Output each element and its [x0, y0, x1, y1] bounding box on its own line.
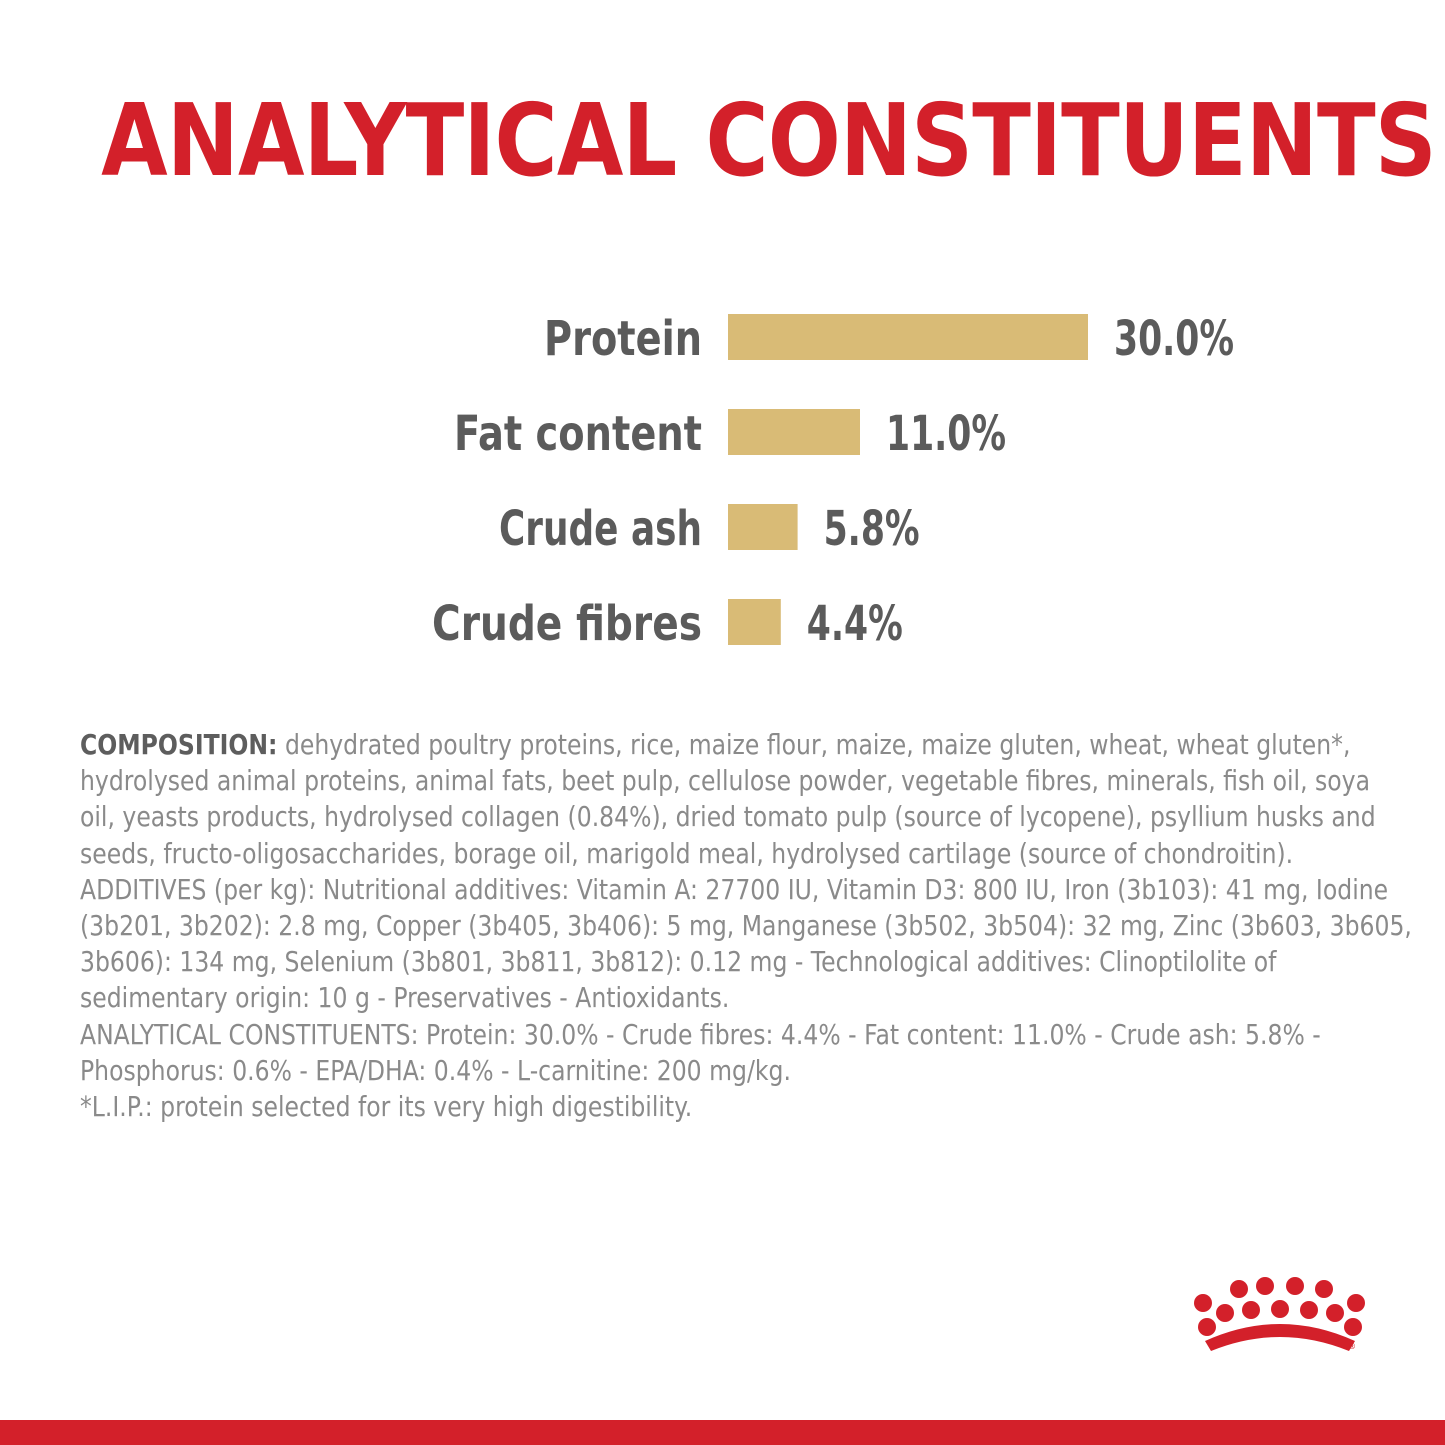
bar	[728, 409, 860, 455]
analytical-line-2: Phosphorus: 0.6% - EPA/DHA: 0.4% - L-car…	[80, 1053, 791, 1087]
additives-line-2: (3b201, 3b202): 2.8 mg, Copper (3b405, 3…	[80, 909, 1412, 943]
bar	[728, 314, 1088, 360]
crown-logo-icon: ®	[1194, 1277, 1365, 1351]
footnote-line: *L.I.P.: protein selected for its very h…	[80, 1090, 693, 1124]
category-label: Crude fibres	[432, 596, 702, 652]
composition-line-2: hydrolysed animal proteins, animal fats,…	[80, 764, 1371, 798]
additives-line-3: 3b606): 134 mg, Selenium (3b801, 3b811, …	[80, 945, 1277, 979]
category-label: Protein	[544, 311, 702, 367]
analytical-line-1: ANALYTICAL CONSTITUENTS: Protein: 30.0% …	[80, 1017, 1321, 1051]
composition-text: COMPOSITION: dehydrated poultry proteins…	[80, 727, 1412, 1125]
category-label: Crude ash	[499, 501, 702, 557]
value-label: 4.4%	[807, 596, 903, 652]
composition-line-3: oil, yeasts products, hydrolysed collage…	[80, 800, 1376, 834]
value-label: 11.0%	[886, 406, 1006, 462]
additives-line-1: ADDITIVES (per kg): Nutritional additive…	[80, 872, 1389, 906]
svg-text:®: ®	[1348, 1342, 1356, 1351]
composition-line-4: seeds, fructo-oligosaccharides, borage o…	[80, 836, 1294, 870]
bottom-brand-bar	[0, 1420, 1445, 1445]
additives-line-4: sedimentary origin: 10 g - Preservatives…	[80, 981, 730, 1015]
value-label: 30.0%	[1114, 311, 1234, 367]
composition-line-1: COMPOSITION: dehydrated poultry proteins…	[80, 728, 1351, 761]
composition-lead: COMPOSITION:	[80, 728, 278, 761]
page-title: ANALYTICAL CONSTITUENTS	[101, 82, 1437, 199]
bar	[728, 504, 798, 550]
value-label: 5.8%	[824, 501, 920, 557]
bar	[728, 599, 781, 645]
category-label: Fat content	[454, 406, 702, 462]
constituents-bar-chart: Protein 30.0% Fat content 11.0% Crude ash 5.8…	[432, 311, 1234, 652]
